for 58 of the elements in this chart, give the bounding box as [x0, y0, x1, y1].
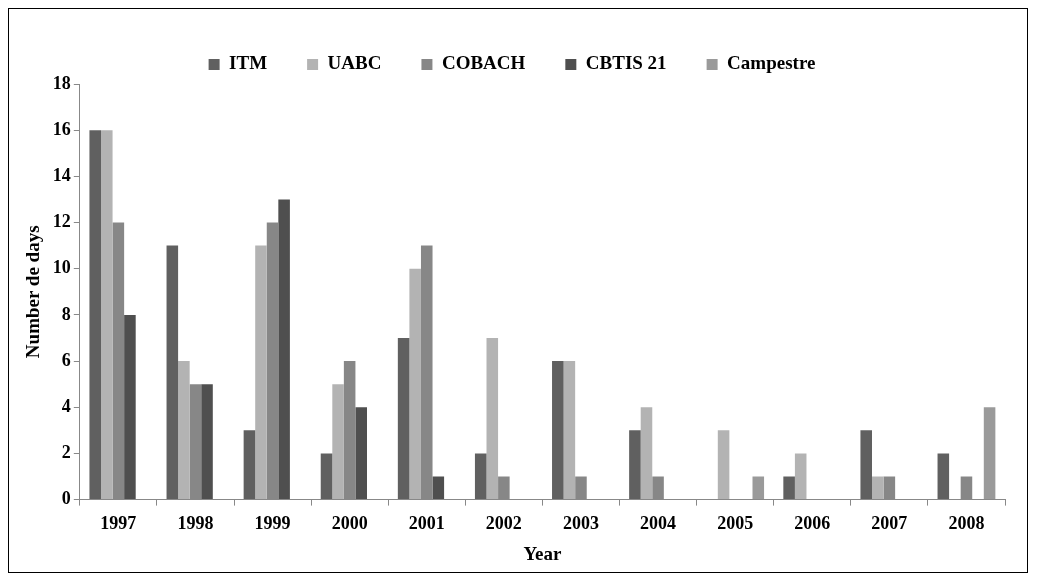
bar — [255, 245, 267, 500]
bar — [124, 314, 136, 500]
bar — [178, 361, 190, 500]
bar — [629, 430, 641, 500]
y-tick-label: 18 — [52, 72, 71, 93]
bar — [101, 130, 113, 500]
bar — [872, 476, 884, 500]
x-tick-label: 1997 — [100, 513, 137, 534]
y-tick-label: 0 — [61, 488, 71, 509]
bar — [201, 384, 213, 500]
y-tick-label: 4 — [61, 395, 71, 416]
x-tick-label: 2008 — [948, 513, 985, 534]
bar — [783, 476, 795, 500]
x-tick-label: 2003 — [562, 513, 599, 534]
y-tick-label: 6 — [61, 349, 71, 370]
bar — [860, 430, 872, 500]
bar — [937, 453, 950, 500]
bar — [563, 361, 576, 500]
x-tick-label: 1998 — [177, 513, 214, 534]
bar — [243, 430, 256, 500]
x-axis-title: Year — [523, 542, 562, 564]
bar — [409, 268, 421, 500]
y-tick-label: 2 — [61, 442, 71, 463]
legend-label: COBACH — [441, 52, 526, 74]
legend-label: CBTIS 21 — [585, 52, 667, 74]
y-tick-label: 16 — [52, 118, 71, 139]
legend-label: ITM — [229, 52, 268, 74]
x-tick-label: 2007 — [871, 513, 908, 534]
bar — [332, 384, 344, 500]
bar — [166, 245, 179, 500]
x-tick-label: 2006 — [794, 513, 831, 534]
x-tick-label: 2000 — [331, 513, 368, 534]
x-tick-label: 2005 — [717, 513, 754, 534]
y-axis-title: Number de days — [22, 225, 44, 359]
x-tick-label: 2002 — [485, 513, 522, 534]
bar — [752, 476, 765, 500]
bar — [983, 407, 996, 500]
y-tick-label: 14 — [52, 165, 71, 186]
x-tick-label: 1999 — [254, 513, 291, 534]
bar — [474, 453, 487, 500]
bar — [397, 337, 410, 500]
bar — [794, 453, 807, 500]
bar — [486, 337, 499, 500]
y-tick-label: 10 — [52, 257, 71, 278]
bar — [717, 430, 730, 500]
bar — [552, 361, 564, 500]
bar — [320, 453, 333, 500]
x-tick-label: 2004 — [640, 513, 677, 534]
bar — [355, 407, 367, 500]
bar — [278, 199, 290, 500]
x-tick-label: 2001 — [408, 513, 445, 534]
bar — [432, 476, 445, 500]
bar — [89, 130, 101, 500]
legend-label: Campestre — [727, 52, 816, 74]
y-tick-label: 8 — [61, 303, 71, 324]
bar — [640, 407, 653, 500]
y-tick-label: 12 — [52, 211, 71, 232]
legend-label: UABC — [327, 52, 382, 74]
